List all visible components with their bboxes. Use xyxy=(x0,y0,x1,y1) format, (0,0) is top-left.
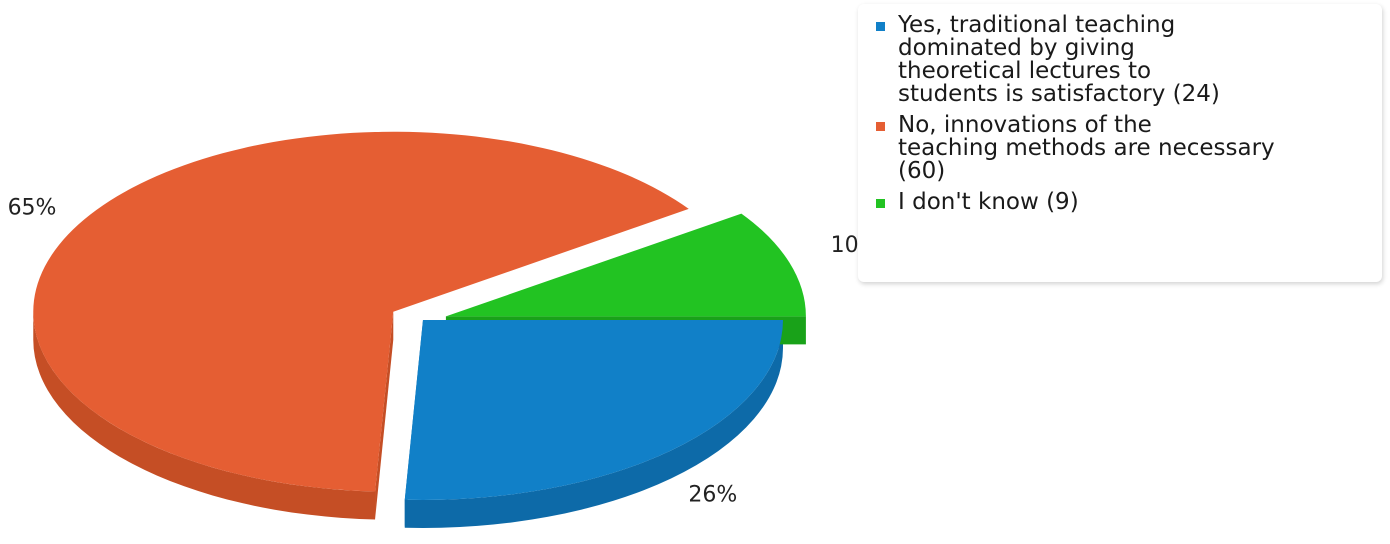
legend-label-yes: Yes, traditional teaching dominated by g… xyxy=(898,12,1220,107)
pie-side-no xyxy=(33,311,376,520)
pie-side-yes xyxy=(404,320,783,528)
legend-swatch-dont-know xyxy=(876,199,885,208)
pie-slice-no[interactable] xyxy=(33,131,689,492)
pie-slice-dont-know[interactable] xyxy=(445,213,806,317)
pie-label-no: 65% xyxy=(8,195,57,220)
pie-label-yes: 26% xyxy=(688,483,737,508)
legend-item-dont-know[interactable]: I don't know (9) xyxy=(876,191,1368,214)
legend-item-yes[interactable]: Yes, traditional teaching dominated by g… xyxy=(876,14,1368,106)
legend-swatch-no xyxy=(876,122,885,131)
legend-label-no: No, innovations of the teaching methods … xyxy=(898,112,1275,184)
pie-slice-yes[interactable] xyxy=(404,320,783,500)
pie-face-no xyxy=(375,311,394,520)
legend: Yes, traditional teaching dominated by g… xyxy=(858,4,1382,282)
legend-swatch-yes xyxy=(876,22,885,31)
legend-label-dont-know: I don't know (9) xyxy=(898,189,1079,215)
legend-item-no[interactable]: No, innovations of the teaching methods … xyxy=(876,114,1368,183)
